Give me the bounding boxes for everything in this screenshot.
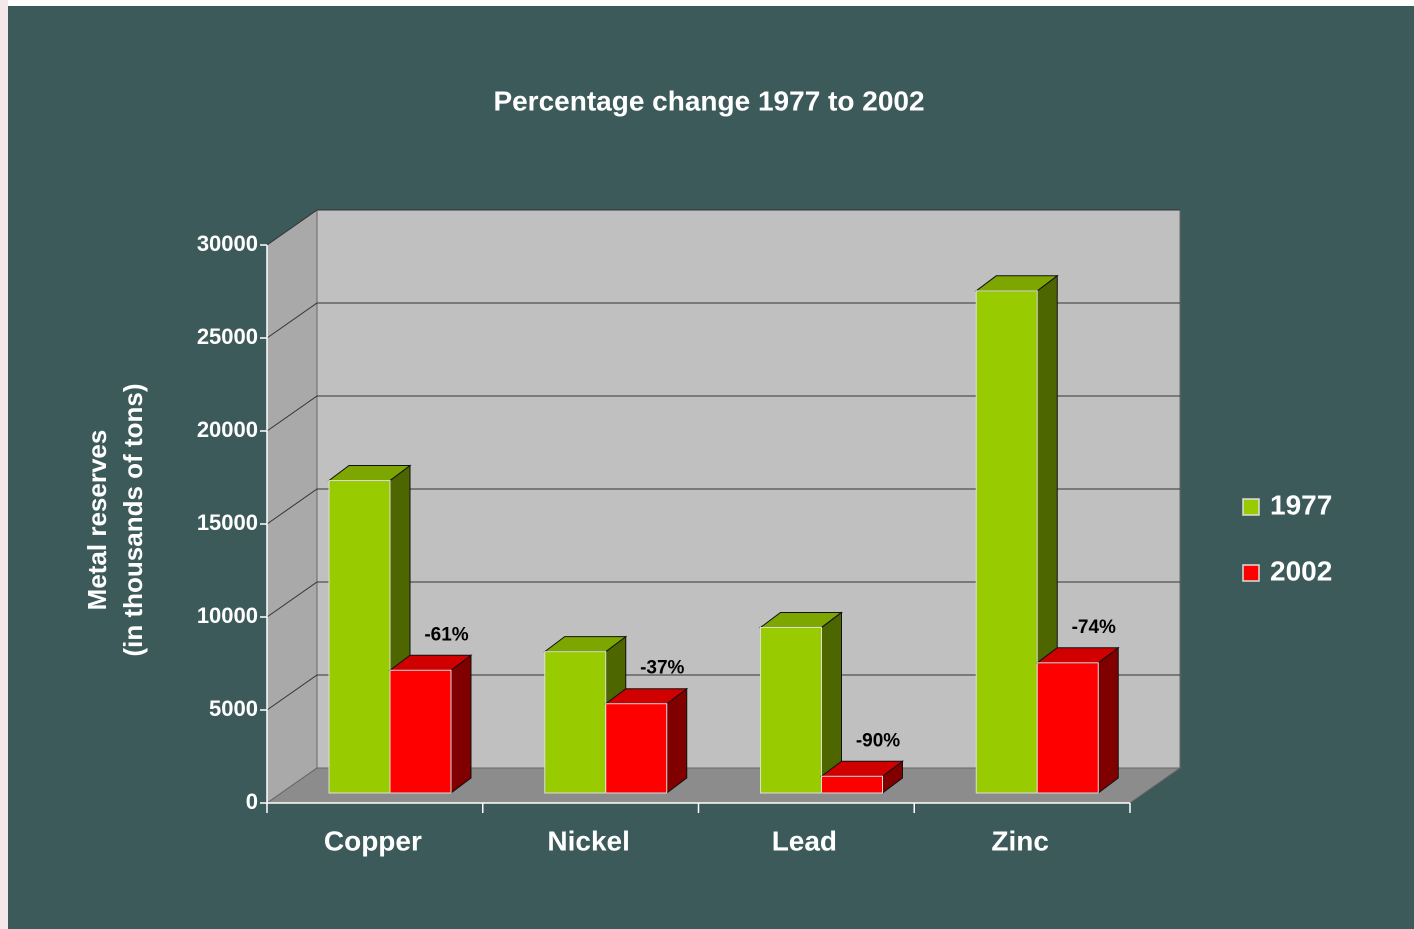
bar-side <box>450 654 472 794</box>
y-tick-label: 5000 <box>209 696 258 721</box>
y-axis-label: Metal reserves (in thousands of tons) <box>82 384 148 657</box>
bar <box>760 626 822 794</box>
x-tick-label: Nickel <box>547 825 630 856</box>
x-tick-label: Zinc <box>991 825 1049 856</box>
chart-title: Percentage change 1977 to 2002 <box>493 85 924 116</box>
grid-line <box>266 674 1180 711</box>
bar <box>975 290 1038 794</box>
grid-line <box>266 581 1180 618</box>
y-tick-label: 25000 <box>197 324 258 349</box>
grid-line <box>266 302 1180 339</box>
bar <box>1036 662 1099 794</box>
bar <box>544 651 607 794</box>
y-tick-label: 10000 <box>197 603 258 628</box>
left-border <box>0 0 8 929</box>
bar <box>605 703 668 794</box>
y-tick-label: 30000 <box>197 231 258 256</box>
x-tick-label: Lead <box>772 825 837 856</box>
annotation: -74% <box>1072 617 1116 638</box>
y-axis-label-line: Metal reserves <box>82 430 112 611</box>
legend-label: 2002 <box>1270 555 1332 586</box>
y-tick-label: 20000 <box>197 417 258 442</box>
y-axis-label-line: (in thousands of tons) <box>118 384 148 657</box>
bar-side <box>666 687 688 794</box>
top-border <box>0 0 1414 6</box>
annotation: -61% <box>424 624 468 645</box>
legend-swatch <box>1242 564 1260 582</box>
annotation: -37% <box>640 658 684 679</box>
legend-swatch <box>1242 498 1260 516</box>
bar-side <box>1097 646 1119 794</box>
grid-line <box>266 488 1180 525</box>
legend-label: 1977 <box>1270 489 1332 520</box>
grid-line <box>266 209 1180 246</box>
bar <box>328 480 391 794</box>
x-tick-label: Copper <box>324 825 422 856</box>
bar <box>821 775 883 794</box>
y-tick-label: 0 <box>246 789 258 814</box>
grid-line <box>266 395 1180 432</box>
y-tick-label: 15000 <box>197 510 258 535</box>
bar <box>389 669 452 794</box>
annotation: -90% <box>856 730 900 751</box>
